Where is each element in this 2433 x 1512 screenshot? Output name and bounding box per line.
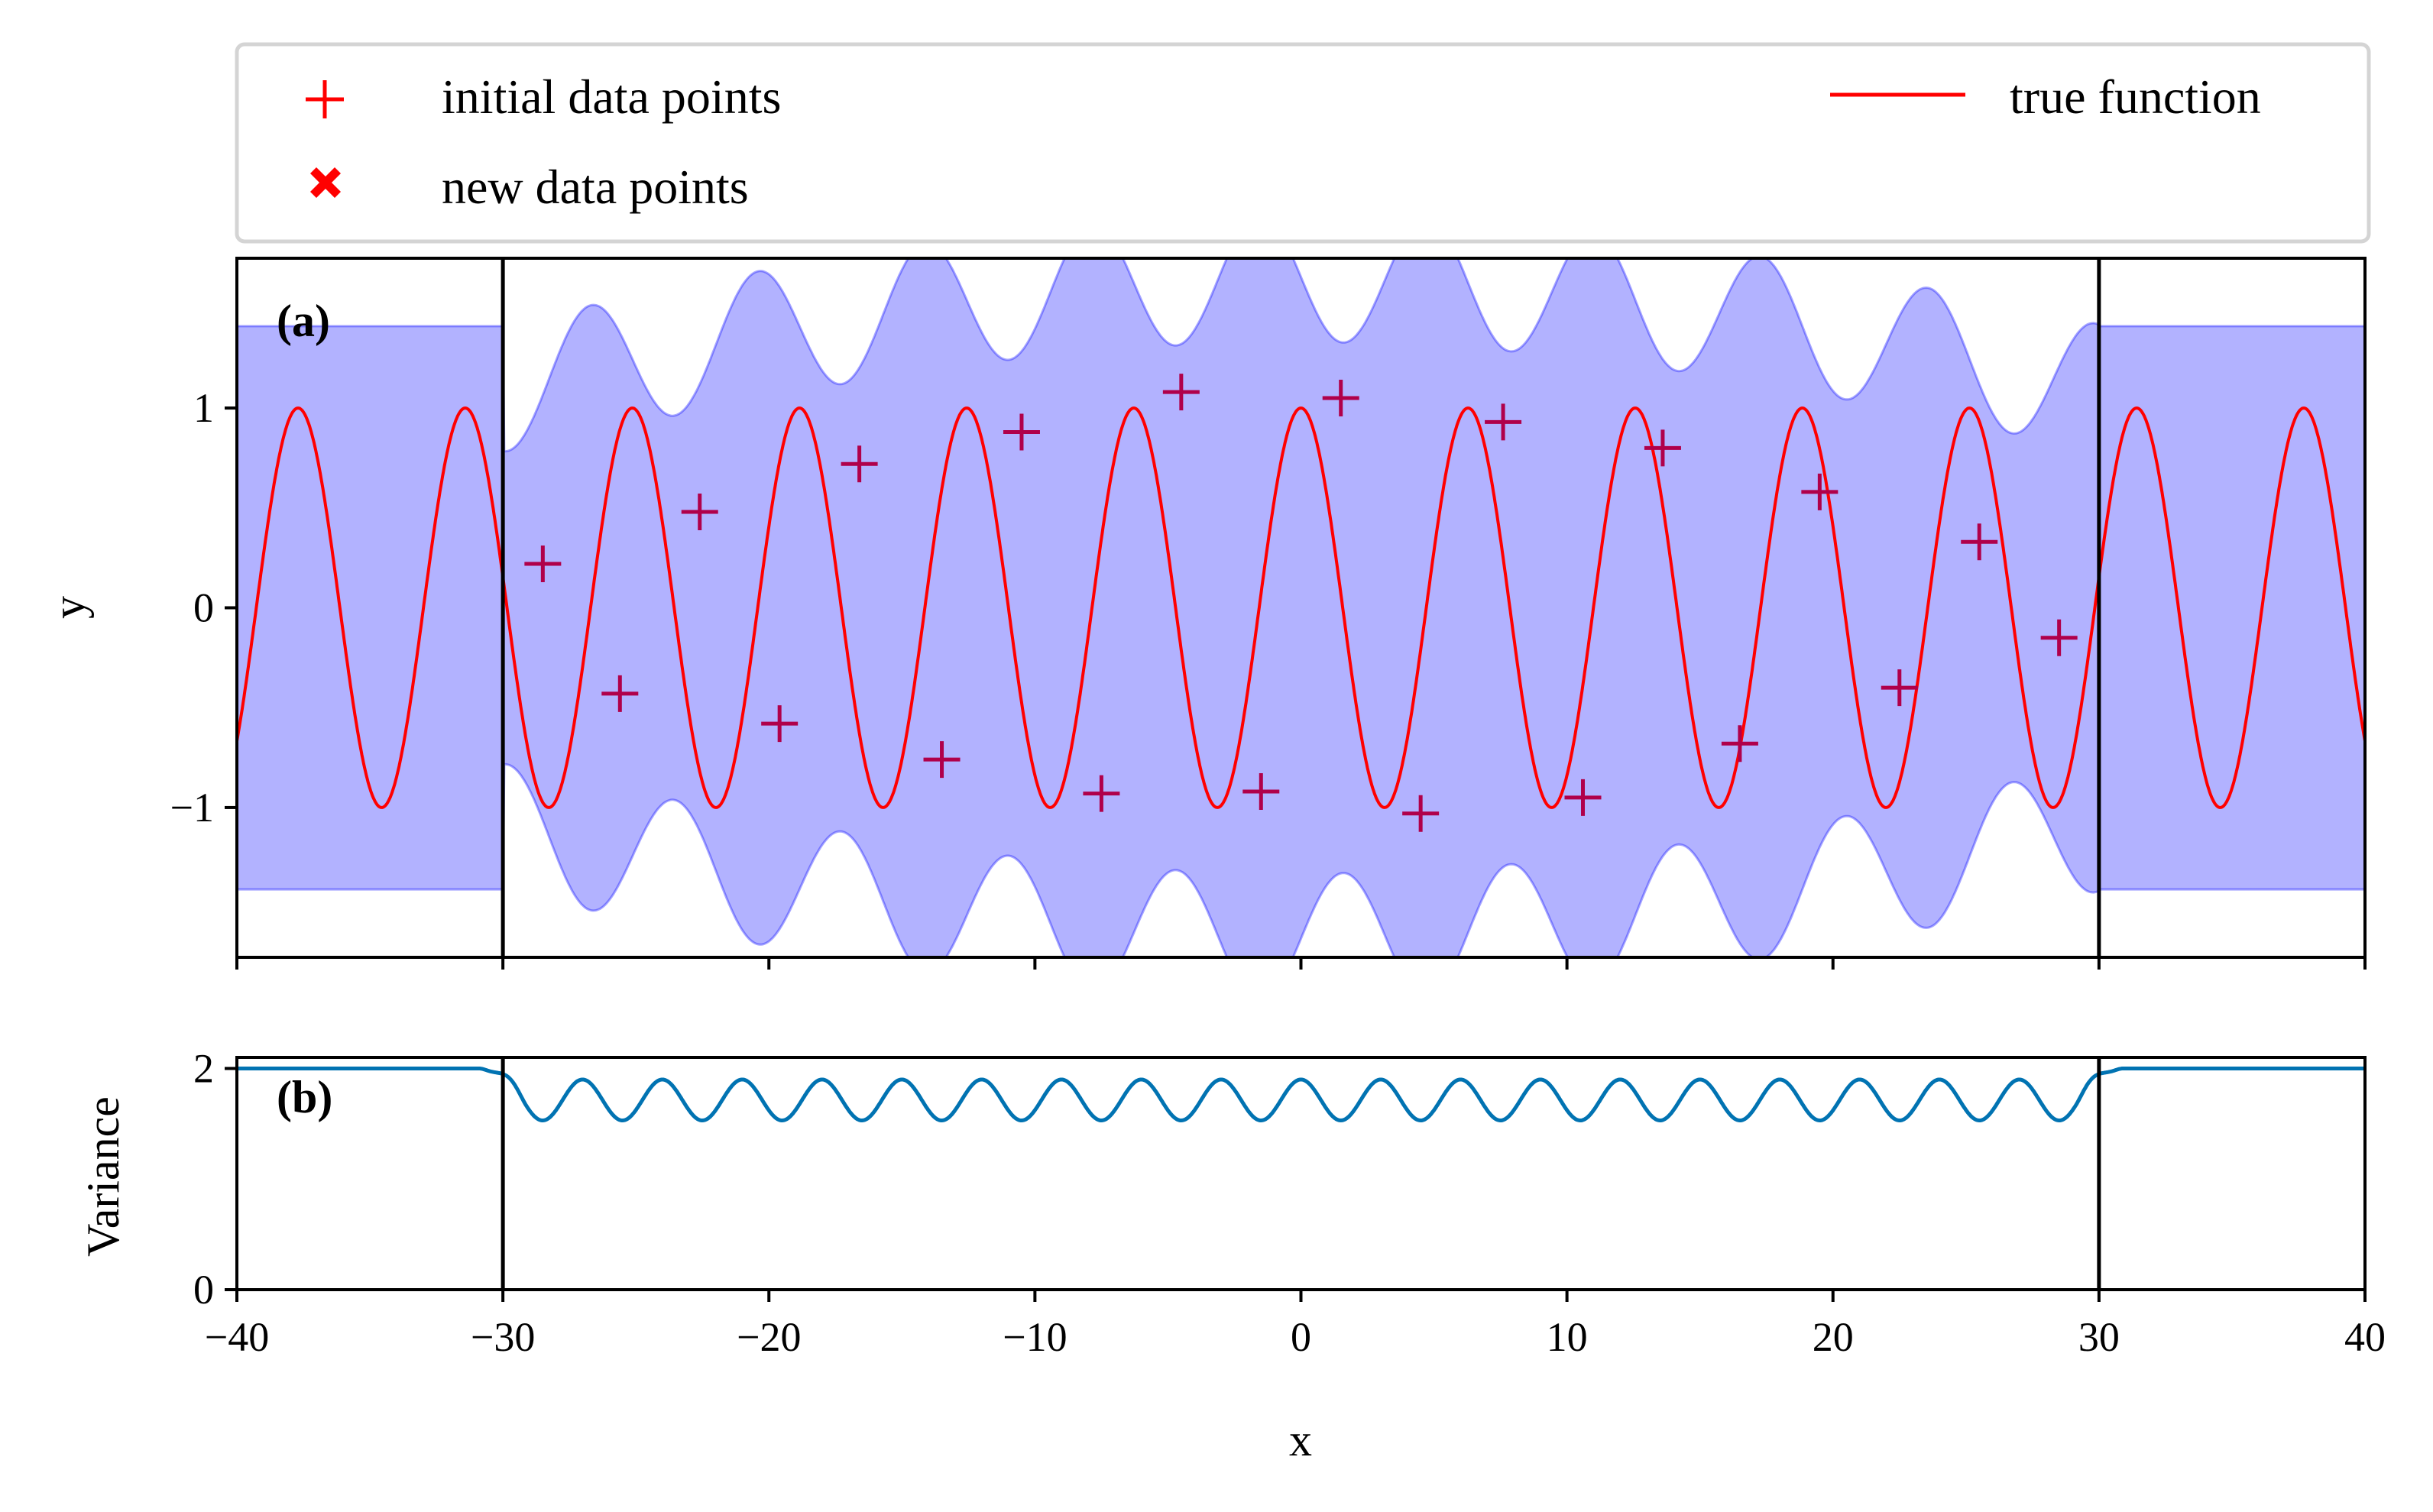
x-filled-marker-icon [310,167,341,198]
legend-label-true-function: true function [2010,70,2261,124]
initial-data-point [1003,413,1040,451]
plus-marker-icon [306,80,344,118]
legend-entry-new-data-points: new data points [310,160,749,214]
x-tick-label: 20 [1813,1314,1854,1360]
y-tick-label-a: 1 [193,385,214,431]
panel-b-frame [235,1056,2367,1291]
legend-label-new-data-points: new data points [442,160,749,214]
panel-a: −1 0 1 [170,257,2367,970]
legend-label-initial-data-points: initial data points [442,70,781,124]
legend-entry-true-function: true function [1830,70,2261,124]
true-function-line [237,406,2365,809]
panel-label-b: (b) [277,1072,332,1122]
initial-data-point [1564,779,1602,816]
initial-data-point [524,545,562,582]
x-tick-label: 0 [1291,1314,1311,1360]
initial-data-point [841,445,878,483]
x-tick-label: 30 [2078,1314,2120,1360]
panel-label-a: (a) [277,296,330,346]
initial-data-point [1402,795,1440,832]
y-axis-label-a: y [44,596,94,619]
initial-data-point [1801,473,1839,510]
x-tick-label: 40 [2344,1314,2386,1360]
y-tick-label-a: 0 [193,585,214,631]
legend: initial data points new data points true… [235,42,2371,244]
y-tick-label-b: 0 [193,1267,214,1313]
panel-b-plot-area [237,1067,2365,1123]
initial-data-point [1881,669,1918,707]
x-tick-label: −30 [471,1314,535,1360]
x-tick-label: 10 [1547,1314,1588,1360]
panel-b: 0 2 −40 −30 −20 −10 0 10 20 30 40 [193,1045,2386,1360]
uncertainty-band [237,258,2365,957]
initial-data-point [681,494,718,531]
x-tick-label: −10 [1003,1314,1067,1360]
legend-entry-initial-data-points: initial data points [306,70,781,124]
initial-data-point [1083,775,1120,812]
initial-data-point [1721,725,1758,762]
initial-data-point [1961,523,1998,561]
panel-a-plot-area [237,258,2365,957]
x-axis-label: x [1289,1415,1312,1465]
x-tick-label: −20 [737,1314,801,1360]
y-tick-label-a: −1 [170,785,214,830]
initial-data-point [761,705,799,743]
variance-line [237,1067,2365,1123]
y-axis-label-b: Variance [78,1096,128,1257]
initial-data-point [1644,429,1681,467]
initial-data-point [601,675,639,712]
initial-data-point [923,741,961,779]
initial-data-point [1322,380,1359,416]
initial-data-point [1485,403,1522,441]
initial-data-point [1162,374,1200,411]
initial-data-point [2040,619,2078,656]
x-tick-label: −40 [205,1314,269,1360]
initial-data-point [1242,773,1280,811]
y-tick-label-b: 2 [193,1045,214,1091]
